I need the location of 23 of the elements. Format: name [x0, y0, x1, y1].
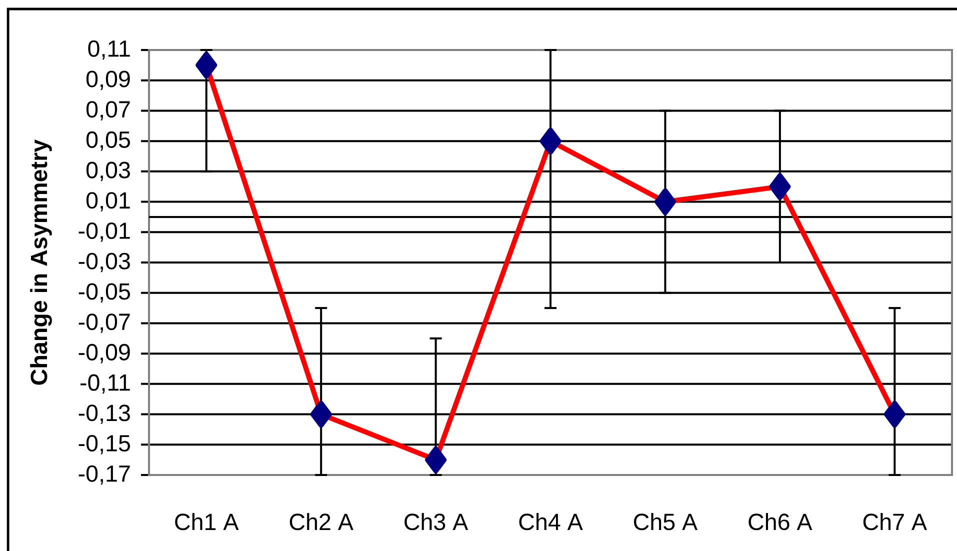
- y-tick-label: 0,09: [86, 70, 130, 90]
- y-tick-label: -0,15: [78, 435, 130, 454]
- y-tick-label: -0,07: [78, 314, 130, 333]
- x-tick-label: Ch7 A: [863, 513, 927, 530]
- y-tick-label: -0,09: [78, 344, 130, 364]
- y-tick-label: 0,03: [86, 162, 130, 182]
- x-tick-label: Ch4 A: [519, 513, 583, 530]
- x-tick-label: Ch2 A: [290, 513, 354, 530]
- y-tick-label: -0,13: [78, 404, 130, 424]
- y-tick-label: -0,05: [78, 283, 130, 302]
- x-tick-label: Ch6 A: [748, 513, 812, 530]
- x-tick-label: Ch5 A: [634, 513, 698, 530]
- x-tick-label: Ch3 A: [404, 513, 468, 530]
- y-tick-label: 0,01: [86, 192, 130, 212]
- y-tick-label: 0,11: [88, 40, 130, 60]
- y-tick-label: -0,01: [78, 222, 130, 242]
- y-tick-label: 0,07: [86, 101, 130, 120]
- y-tick-label: -0,11: [80, 374, 130, 394]
- x-tick-label: Ch1 A: [175, 513, 239, 530]
- y-tick-label: 0,05: [86, 131, 130, 151]
- y-tick-label: -0,17: [78, 465, 130, 485]
- y-tick-label: -0,03: [78, 252, 130, 272]
- y-axis-title: Change in Asymmetry: [30, 139, 52, 385]
